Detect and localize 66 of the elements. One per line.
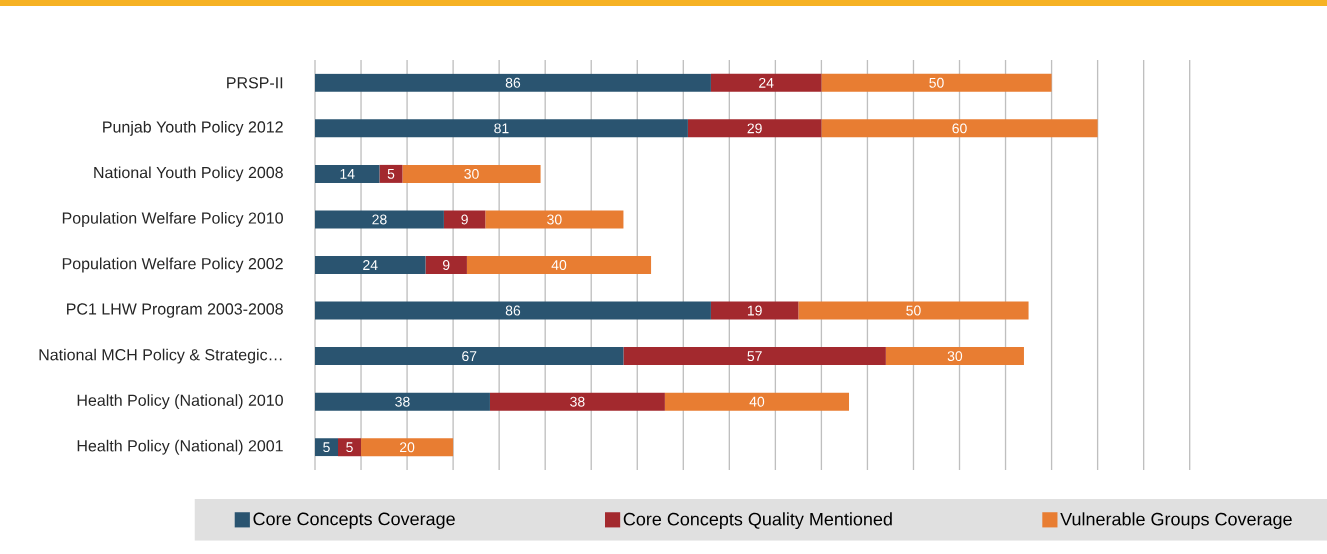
y-tick-label: National MCH Policy & Strategic… (39, 348, 282, 364)
bar (821, 119, 1098, 138)
data-label: 19 (747, 305, 762, 316)
bar (361, 438, 454, 457)
y-tick-label: Health Policy (National) 2001 (77, 439, 283, 455)
bar (315, 301, 711, 320)
bar (489, 392, 665, 411)
bar (315, 210, 444, 229)
data-label: 28 (372, 214, 387, 225)
y-tick-label: PC1 LHW Program 2003-2008 (67, 303, 283, 318)
bar (315, 164, 380, 183)
bar (338, 438, 362, 457)
bar (821, 73, 1052, 92)
y-tick-label: Population Welfare Policy 2002 (62, 257, 283, 273)
data-label: 29 (747, 123, 762, 134)
data-label: 50 (906, 305, 921, 316)
bar (315, 347, 624, 366)
bar (485, 210, 624, 229)
data-label: 14 (340, 169, 355, 179)
data-label: 50 (929, 77, 944, 88)
bar (798, 301, 1029, 320)
bar (687, 119, 822, 138)
data-label: 5 (346, 442, 353, 453)
data-label: 30 (547, 214, 562, 225)
bar (379, 164, 403, 183)
data-label: 9 (461, 214, 468, 225)
y-tick-label: PRSP-II (227, 77, 283, 89)
bar (315, 256, 426, 275)
bar (315, 392, 490, 411)
bar (623, 347, 886, 366)
bar (885, 347, 1024, 366)
bar (315, 73, 711, 92)
bar (315, 438, 339, 457)
data-label: 9 (442, 260, 450, 270)
data-label: 86 (505, 305, 521, 316)
data-label: 24 (759, 77, 774, 88)
legend-label: Vulnerable Groups Coverage (1060, 512, 1292, 530)
data-label: 67 (462, 351, 477, 362)
bar (425, 256, 467, 275)
y-tick-label: Population Welfare Policy 2010 (62, 212, 283, 227)
data-label: 38 (395, 396, 410, 407)
bar (710, 301, 799, 320)
bar (402, 164, 541, 183)
legend-label: Core Concepts Quality Mentioned (623, 512, 892, 530)
legend-label: Core Concepts Coverage (253, 512, 455, 529)
data-label: 60 (952, 123, 967, 134)
bar (664, 392, 850, 411)
data-label: 5 (387, 169, 395, 179)
data-label: 20 (400, 442, 415, 453)
data-label: 38 (570, 396, 585, 407)
data-label: 5 (323, 442, 330, 453)
data-label: 81 (494, 123, 509, 134)
y-tick-label: Punjab Youth Policy 2012 (103, 120, 283, 136)
data-label: 30 (464, 168, 479, 179)
data-label: 40 (551, 260, 567, 270)
bar (315, 119, 688, 138)
y-tick-label: National Youth Policy 2008 (94, 166, 283, 182)
data-label: 40 (749, 396, 765, 407)
bar (466, 256, 652, 275)
data-label: 57 (747, 351, 762, 362)
data-label: 30 (947, 351, 963, 362)
bar (443, 210, 486, 229)
y-tick-label: Health Policy (National) 2010 (77, 394, 283, 410)
data-label: 86 (505, 77, 521, 88)
data-label: 24 (363, 260, 378, 270)
bar (710, 73, 822, 92)
